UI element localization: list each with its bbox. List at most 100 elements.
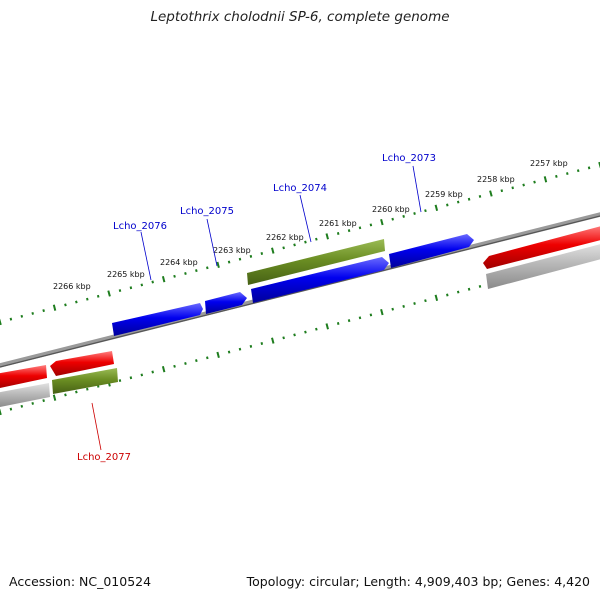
outer-minor-tick [206, 266, 209, 270]
outer-minor-tick [173, 274, 176, 278]
forward-genes [112, 234, 474, 336]
kbp-label-2260: 2260 kbp [372, 205, 410, 214]
outer-major-tick [52, 304, 57, 311]
label-leaders [91, 165, 422, 451]
outer-minor-tick [587, 166, 591, 170]
reverse-genes [0, 225, 600, 389]
inner-minor-tick [413, 302, 416, 305]
outer-minor-tick [86, 297, 89, 301]
inner-minor-tick [20, 404, 24, 408]
inner-minor-tick [86, 387, 89, 391]
gene-labels: Lcho_2073 Lcho_2074 Lcho_2075 Lcho_2076 … [77, 153, 436, 463]
gene-arrow-lcho-2074[interactable] [251, 257, 389, 303]
inner-minor-tick [446, 293, 449, 297]
cds-feature-lcho-2074 [247, 239, 385, 285]
gene-arrow-lcho-2077[interactable] [50, 351, 114, 376]
rna-feature-1 [0, 383, 50, 407]
inner-minor-tick [260, 342, 264, 345]
inner-minor-tick [238, 347, 242, 351]
inner-minor-tick [227, 350, 231, 354]
kbp-label-2257: 2257 kbp [530, 159, 568, 168]
cds-feature-lcho-2077 [52, 368, 118, 394]
inner-minor-tick [173, 364, 176, 368]
cds-track-reverse [0, 244, 600, 407]
outer-major-tick [598, 161, 600, 169]
outer-major-tick [325, 233, 329, 240]
outer-tick-ruler [0, 161, 600, 326]
inner-minor-tick [391, 307, 394, 311]
outer-minor-tick [42, 309, 45, 313]
inner-major-tick [271, 337, 275, 344]
gene-label-lcho-2073[interactable]: Lcho_2073 [382, 153, 436, 164]
inner-minor-tick [304, 330, 307, 334]
outer-minor-tick [129, 286, 133, 290]
outer-minor-tick [238, 257, 242, 261]
inner-minor-tick [282, 336, 285, 340]
outer-minor-tick [456, 200, 460, 204]
outer-minor-tick [347, 229, 351, 233]
gene-arrow-reverse-1[interactable] [0, 365, 47, 389]
inner-minor-tick [456, 290, 460, 294]
gene-label-lcho-2074[interactable]: Lcho_2074 [273, 183, 327, 194]
inner-minor-tick [336, 322, 340, 325]
outer-minor-tick [151, 280, 154, 284]
outer-minor-tick [140, 283, 144, 287]
cds-track-forward [247, 239, 385, 285]
inner-major-tick [216, 351, 220, 359]
gene-arrow-lcho-2075[interactable] [205, 292, 247, 314]
outer-minor-tick [467, 197, 471, 201]
outer-minor-tick [358, 226, 362, 230]
kbp-label-2264: 2264 kbp [160, 258, 198, 267]
inner-major-tick [325, 323, 329, 330]
kbp-label-2266: 2266 kbp [53, 282, 91, 291]
outer-minor-tick [566, 172, 569, 176]
gene-arrow-reverse-2[interactable] [483, 225, 600, 269]
outer-major-tick [380, 218, 384, 226]
inner-minor-tick [467, 287, 471, 291]
kbp-label-2263: 2263 kbp [213, 246, 251, 255]
inner-major-tick [52, 394, 57, 401]
outer-minor-tick [478, 194, 482, 198]
outer-minor-tick [500, 189, 504, 193]
inner-minor-tick [347, 319, 351, 323]
outer-minor-tick [315, 237, 318, 241]
outer-minor-tick [511, 186, 514, 190]
inner-minor-tick [369, 313, 373, 317]
kbp-label-2265: 2265 kbp [107, 270, 145, 279]
outer-major-tick [0, 318, 2, 326]
map-title: Leptothrix cholodnii SP-6, complete geno… [150, 9, 450, 25]
outer-major-tick [216, 261, 220, 269]
inner-major-tick [0, 408, 2, 416]
inner-minor-tick [184, 362, 187, 365]
outer-minor-tick [118, 289, 122, 293]
outer-minor-tick [9, 317, 13, 321]
gene-arrow-lcho-2076[interactable] [112, 303, 203, 336]
inner-minor-tick [206, 356, 209, 360]
gene-label-lcho-2076[interactable]: Lcho_2076 [113, 221, 167, 232]
outer-minor-tick [282, 246, 285, 250]
inner-major-tick [380, 308, 384, 316]
gene-label-lcho-2075[interactable]: Lcho_2075 [180, 206, 234, 217]
inner-minor-tick [249, 344, 253, 348]
outer-minor-tick [576, 169, 580, 173]
inner-minor-tick [140, 373, 144, 377]
outer-minor-tick [555, 174, 558, 178]
accession-text: Accession: NC_010524 [9, 574, 152, 589]
outer-minor-tick [195, 269, 198, 273]
outer-major-tick [434, 204, 439, 211]
outer-major-tick [543, 176, 548, 183]
outer-minor-tick [424, 209, 427, 213]
gene-arrow-lcho-2073[interactable] [389, 234, 474, 268]
kbp-label-2262: 2262 kbp [266, 233, 304, 242]
outer-major-tick [161, 276, 166, 283]
inner-minor-tick [31, 401, 34, 405]
genome-summary-text: Topology: circular; Length: 4,909,403 bp… [246, 574, 590, 589]
inner-minor-tick [358, 316, 362, 320]
outer-minor-tick [522, 183, 525, 187]
inner-minor-tick [315, 327, 318, 331]
inner-minor-tick [293, 333, 296, 337]
outer-minor-tick [31, 311, 34, 315]
outer-minor-tick [413, 212, 416, 215]
gene-label-lcho-2077[interactable]: Lcho_2077 [77, 452, 131, 463]
